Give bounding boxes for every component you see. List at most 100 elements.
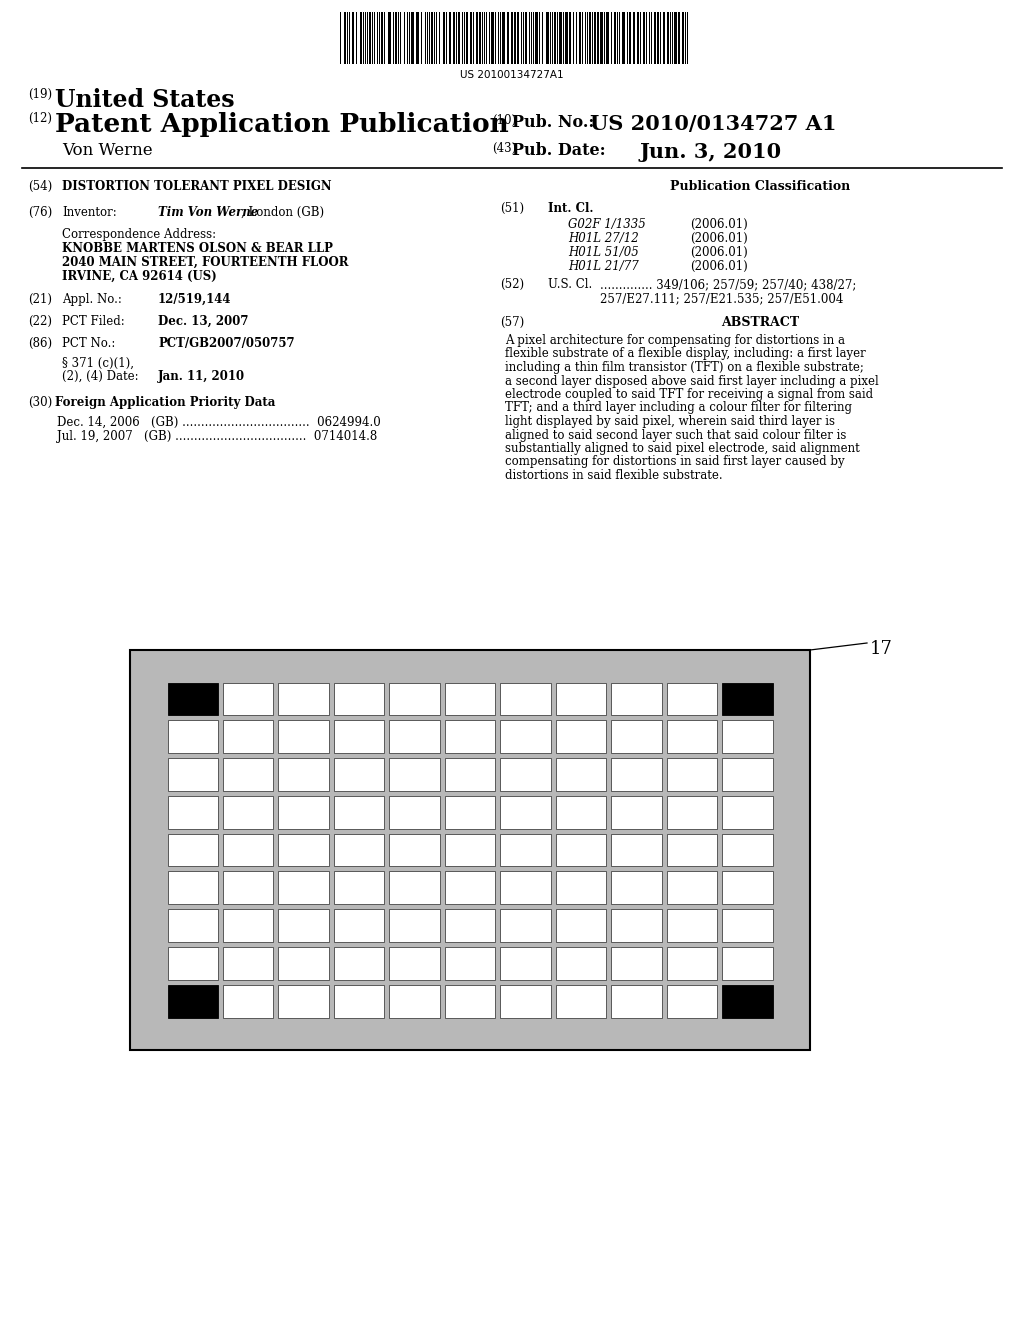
Bar [674,12,677,63]
Bar [556,985,606,1018]
Bar [414,12,416,63]
Bar [444,985,496,1018]
Text: a second layer disposed above said first layer including a pixel: a second layer disposed above said first… [505,375,879,388]
Bar [444,682,496,715]
Bar [223,721,273,752]
Bar [556,758,606,791]
Bar [168,909,218,942]
Text: Tim Von Werne: Tim Von Werne [158,206,258,219]
Bar [416,12,419,63]
Bar [509,12,511,63]
Bar [612,12,614,63]
Bar [611,946,662,979]
Bar [507,12,509,63]
Text: KNOBBE MARTENS OLSON & BEAR LLP: KNOBBE MARTENS OLSON & BEAR LLP [62,242,333,255]
Bar [722,946,772,979]
Bar [334,682,384,715]
Text: Pub. Date:: Pub. Date: [512,143,605,158]
Bar [620,12,622,63]
Text: Foreign Application Priority Data: Foreign Application Priority Data [55,396,275,409]
Bar [458,12,460,63]
Bar [574,12,575,63]
Bar [352,12,354,63]
Bar [625,12,627,63]
Text: (52): (52) [500,279,524,290]
Text: Patent Application Publication: Patent Application Publication [55,112,509,137]
Text: Dec. 14, 2006   (GB) ..................................  0624994.0: Dec. 14, 2006 (GB) .....................… [57,416,381,429]
Bar [223,758,273,791]
Bar [444,758,496,791]
Bar [633,12,635,63]
Bar [611,909,662,942]
Text: , London (GB): , London (GB) [241,206,325,219]
Text: (86): (86) [28,337,52,350]
Bar [611,985,662,1018]
Bar [350,12,352,63]
Bar [589,12,591,63]
Bar [444,871,496,904]
Bar [279,909,329,942]
Bar [334,946,384,979]
Bar [652,12,654,63]
Bar [611,871,662,904]
Text: TFT; and a third layer including a colour filter for filtering: TFT; and a third layer including a colou… [505,401,852,414]
Bar [654,12,656,63]
Text: Correspondence Address:: Correspondence Address: [62,228,216,242]
Bar [385,12,388,63]
Bar [389,796,439,829]
Text: 12/519,144: 12/519,144 [158,293,231,306]
Text: Appl. No.:: Appl. No.: [62,293,122,306]
Bar [406,12,407,63]
Bar [571,12,573,63]
Text: 17: 17 [870,640,893,657]
Bar [389,758,439,791]
Bar [722,871,772,904]
Text: Dec. 13, 2007: Dec. 13, 2007 [158,315,249,327]
Bar [360,12,362,63]
Bar [474,12,476,63]
Bar [554,12,556,63]
Bar [389,871,439,904]
Bar [501,985,551,1018]
Bar [643,12,645,63]
Bar [279,796,329,829]
Bar [443,12,445,63]
Bar [667,909,717,942]
Bar [514,12,516,63]
Bar [389,721,439,752]
Bar [391,12,393,63]
Text: (21): (21) [28,293,52,306]
Bar [501,682,551,715]
Bar [556,946,606,979]
Text: U.S. Cl.: U.S. Cl. [548,279,592,290]
Bar [357,12,360,63]
Text: Pub. No.:: Pub. No.: [512,114,594,131]
Bar [487,12,489,63]
Bar [388,12,391,63]
Bar [223,871,273,904]
Bar [444,834,496,866]
Bar [223,682,273,715]
Bar [341,12,344,63]
Bar [667,682,717,715]
Bar [279,871,329,904]
Bar [667,758,717,791]
Text: Jan. 11, 2010: Jan. 11, 2010 [158,370,245,383]
Bar [168,758,218,791]
Bar [641,12,643,63]
Bar [611,721,662,752]
Text: (12): (12) [28,112,52,125]
Text: US 20100134727A1: US 20100134727A1 [460,70,564,81]
Bar [444,909,496,942]
Text: Publication Classification: Publication Classification [670,180,850,193]
Bar [470,12,472,63]
Bar [540,12,542,63]
Bar [375,12,377,63]
Bar [460,12,462,63]
Bar [611,682,662,715]
Bar [629,12,631,63]
Bar [395,12,397,63]
Text: (76): (76) [28,206,52,219]
Bar [223,796,273,829]
Bar [637,12,639,63]
